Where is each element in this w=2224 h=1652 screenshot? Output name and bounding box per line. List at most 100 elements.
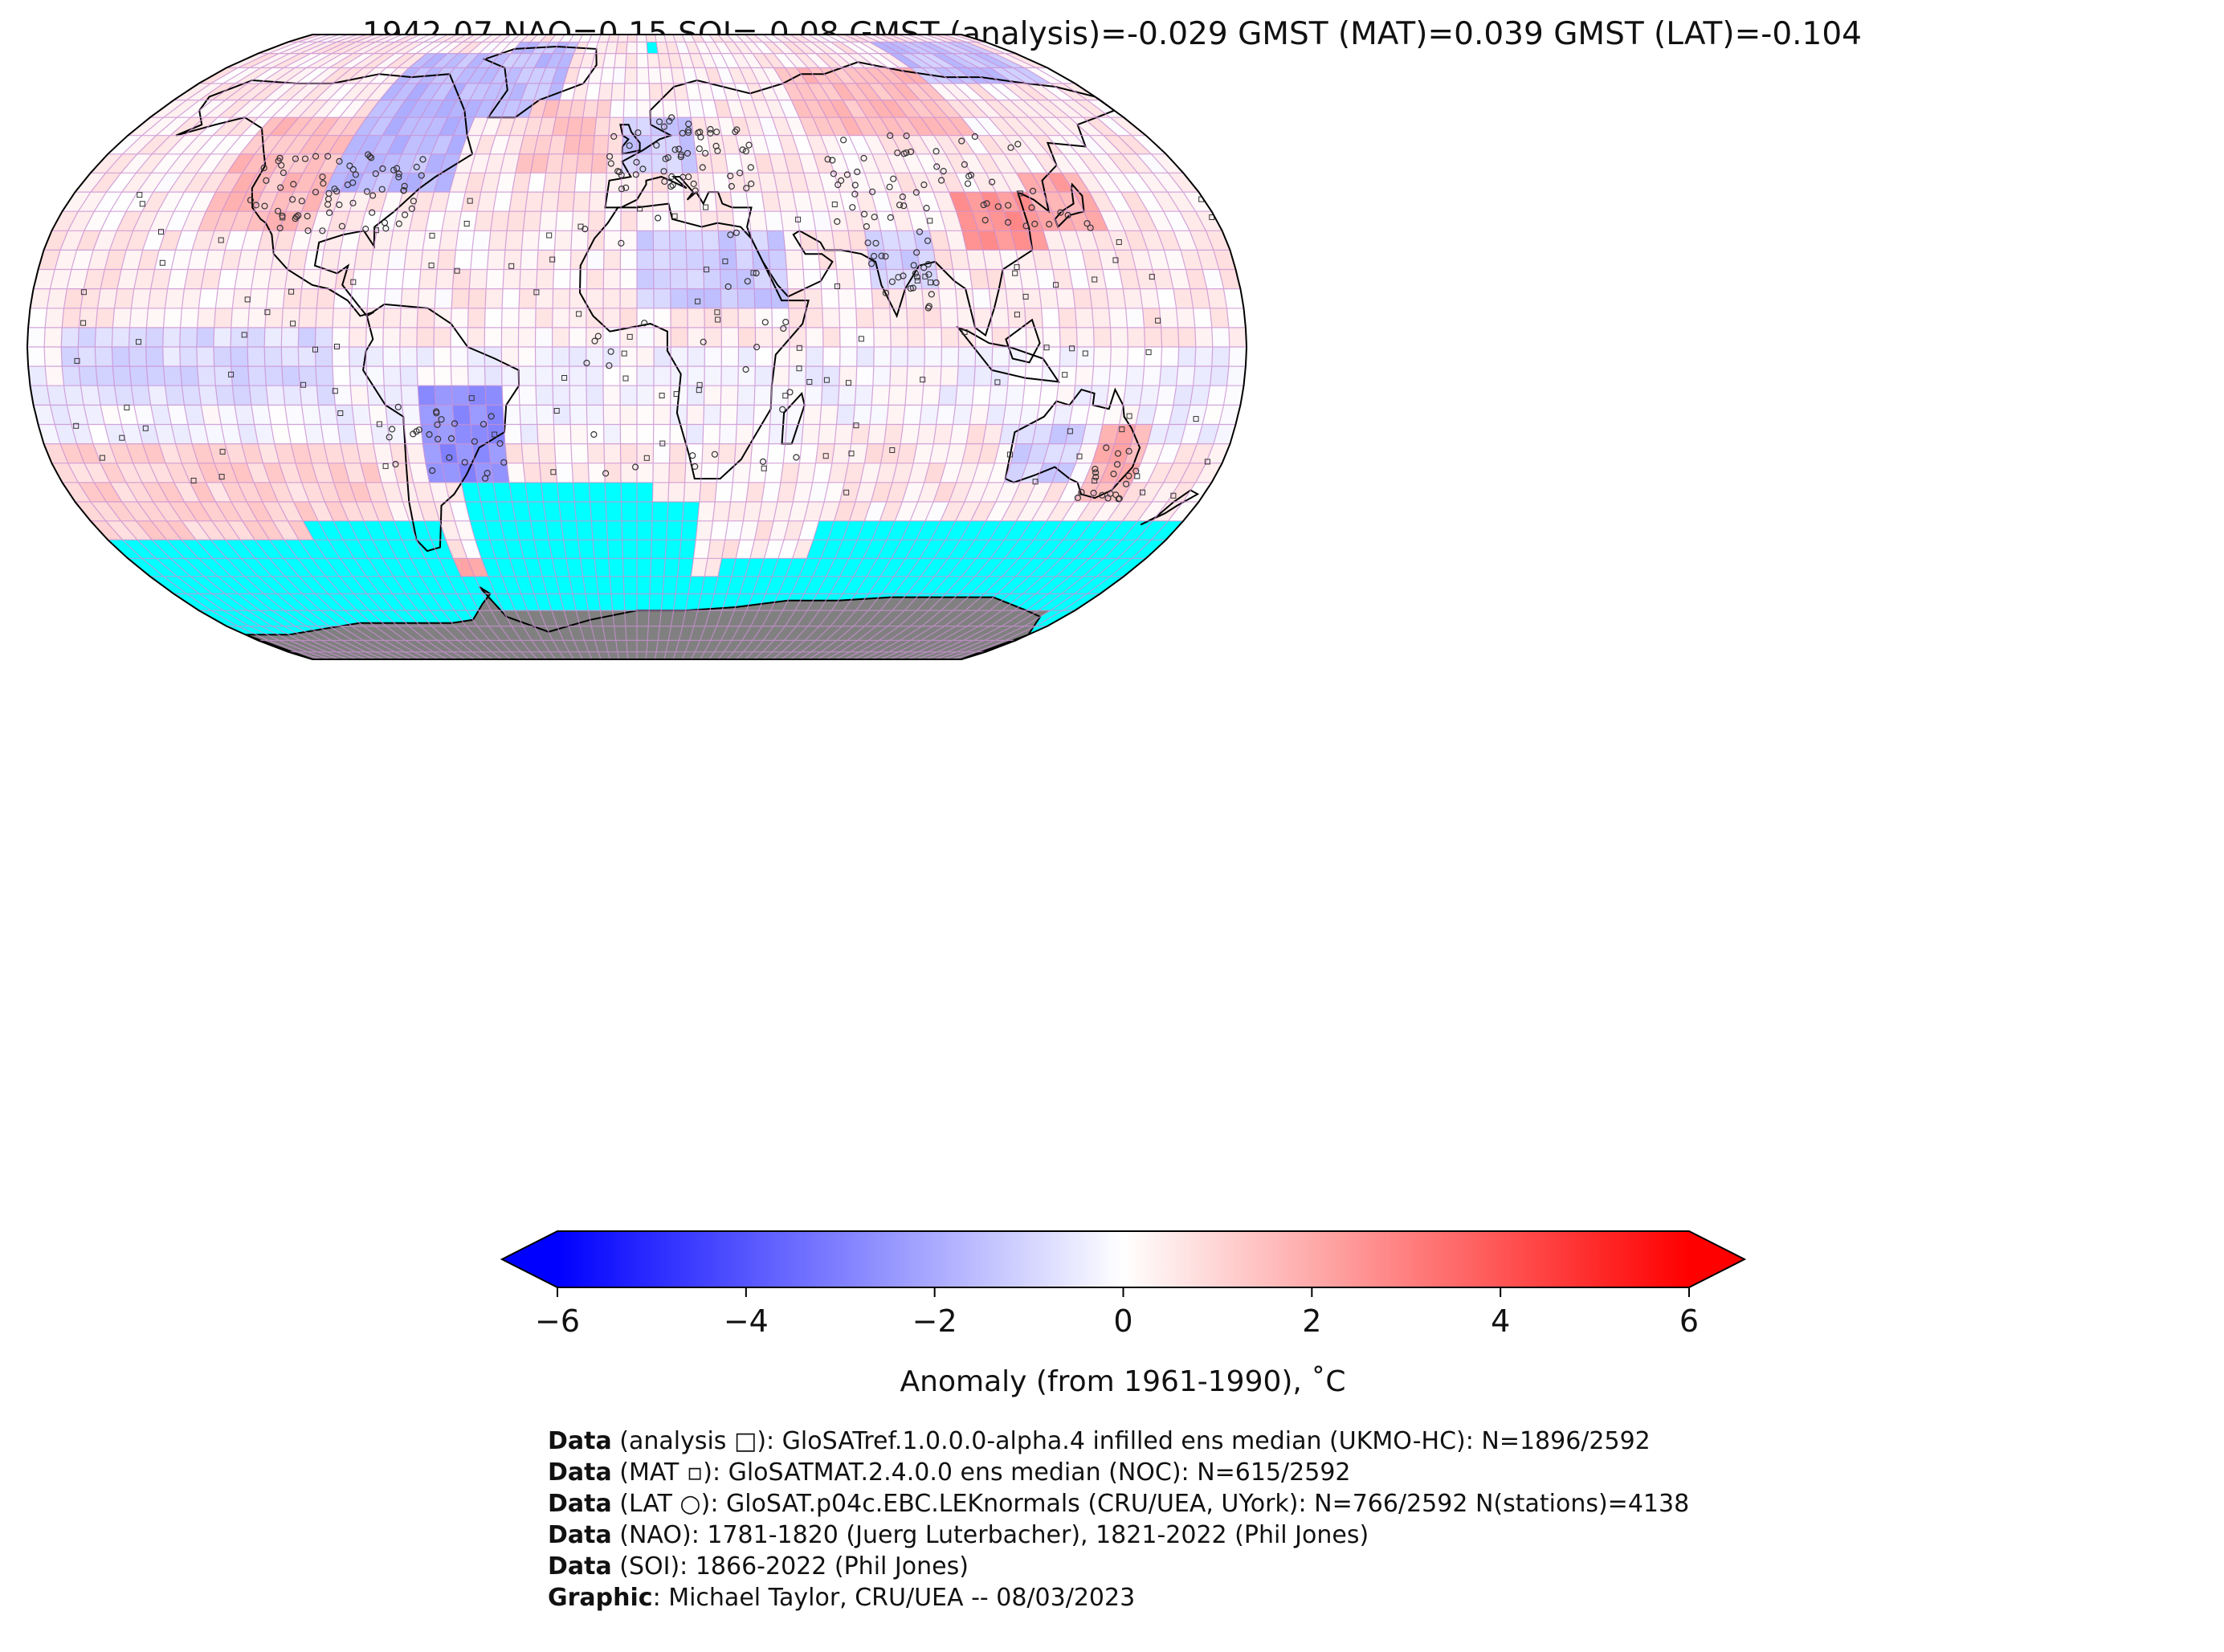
grid-cell <box>958 347 976 367</box>
grid-cell <box>485 520 505 540</box>
grid-cell <box>469 405 488 425</box>
grid-cell <box>360 463 382 483</box>
grid-cell <box>604 443 621 463</box>
grid-cell <box>696 520 713 540</box>
grid-cell <box>972 463 995 483</box>
grid-cell <box>30 385 51 406</box>
grid-cell <box>1210 366 1229 386</box>
grid-cell <box>992 327 1010 347</box>
grid-cell <box>304 424 324 444</box>
grid-cell <box>836 269 855 289</box>
grid-cell <box>1195 463 1222 483</box>
credit-line-text: (analysis □): GloSATref.1.0.0.0-alpha.4 … <box>611 1427 1651 1455</box>
grid-cell <box>67 463 95 483</box>
grid-cell <box>214 308 233 328</box>
grid-cell <box>1147 250 1169 270</box>
grid-cell <box>417 308 435 328</box>
grid-cell <box>470 520 490 540</box>
grid-cell <box>620 269 637 289</box>
grid-cell <box>891 540 916 559</box>
grid-cell <box>619 327 637 347</box>
grid-cell <box>382 327 401 347</box>
grid-cell <box>1026 593 1062 611</box>
grid-cell <box>186 593 223 611</box>
grid-cell <box>493 482 512 502</box>
grid-cell <box>1092 308 1111 328</box>
grid-cell <box>518 366 537 386</box>
grid-cell <box>978 443 1000 463</box>
grid-cell <box>971 576 1002 594</box>
grid-cell <box>569 308 586 328</box>
grid-cell <box>247 366 267 386</box>
credit-line: Data (MAT ▫): GloSATMAT.2.4.0.0 ens medi… <box>548 1457 1689 1488</box>
grid-cell <box>1177 347 1196 367</box>
grid-cell <box>813 520 835 540</box>
grid-cell <box>416 327 435 347</box>
grid-cell <box>871 385 890 406</box>
grid-cell <box>117 405 138 425</box>
grid-cell <box>920 540 946 559</box>
grid-cell <box>803 501 825 521</box>
grid-cell <box>611 593 625 611</box>
grid-cell <box>55 424 77 444</box>
grid-cell <box>921 385 941 406</box>
grid-cell <box>1052 269 1073 289</box>
grid-cell <box>496 501 516 521</box>
grid-cell <box>171 424 193 444</box>
grid-cell <box>1052 405 1073 425</box>
grid-cell <box>165 288 185 308</box>
grid-cell <box>263 463 286 483</box>
grid-cell <box>148 385 168 406</box>
grid-cell <box>1061 576 1097 594</box>
grid-cell <box>553 269 571 289</box>
grid-cell <box>392 593 418 611</box>
grid-cell <box>357 540 383 559</box>
grid-cell <box>225 593 260 611</box>
grid-cell <box>1001 501 1027 521</box>
grid-cell <box>1062 501 1090 521</box>
grid-cell <box>258 576 290 594</box>
grid-cell <box>1183 482 1212 502</box>
grid-cell <box>527 610 546 626</box>
grid-cell <box>704 558 722 577</box>
grid-cell <box>218 576 251 594</box>
grid-cell <box>552 308 570 328</box>
grid-cell <box>1004 520 1032 540</box>
grid-cell <box>988 558 1019 577</box>
grid-cell <box>257 520 284 540</box>
grid-cell <box>831 443 851 463</box>
grid-cell <box>990 540 1019 559</box>
grid-cell <box>1176 366 1195 386</box>
grid-cell <box>171 250 193 270</box>
grid-cell <box>1069 405 1090 425</box>
grid-cell <box>289 593 321 611</box>
grid-cell <box>439 520 461 540</box>
grid-cell <box>670 269 688 289</box>
grid-cell <box>1223 288 1244 308</box>
grid-cell <box>886 482 908 502</box>
grid-cell <box>204 576 239 594</box>
grid-cell <box>435 385 453 406</box>
grid-cell <box>737 288 755 308</box>
grid-cell <box>1074 576 1111 594</box>
grid-cell <box>333 482 357 502</box>
grid-cell <box>1024 366 1043 386</box>
grid-cell <box>88 424 110 444</box>
colorbar-tick-label: −6 <box>535 1303 580 1339</box>
grid-cell <box>470 250 489 270</box>
grid-cell <box>552 366 570 386</box>
grid-cell <box>145 327 164 347</box>
grid-cell <box>966 424 986 444</box>
grid-cell <box>67 405 88 425</box>
grid-cell <box>279 463 302 483</box>
grid-cell <box>190 482 216 502</box>
grid-cell <box>204 250 226 270</box>
grid-cell <box>822 327 840 347</box>
grid-cell <box>591 520 608 540</box>
grid-cell <box>749 463 767 483</box>
grid-cell <box>182 520 211 540</box>
grid-cell <box>985 405 1006 425</box>
grid-cell <box>269 558 300 577</box>
grid-cell <box>1223 385 1244 406</box>
grid-cell <box>789 327 806 347</box>
